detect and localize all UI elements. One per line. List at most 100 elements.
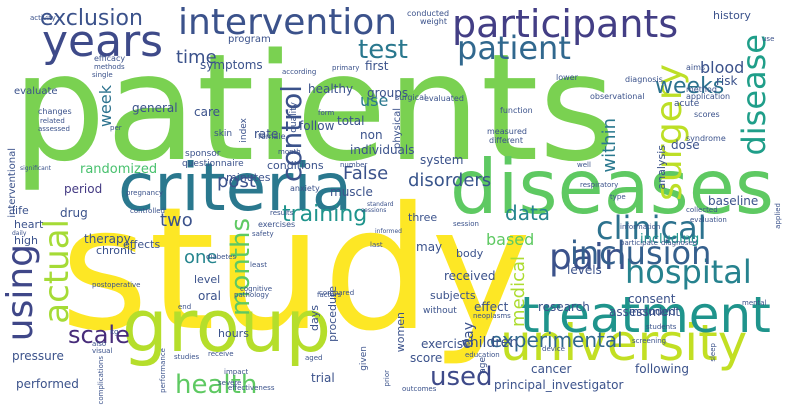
word-exercises: exercises [258,220,296,229]
word-sleep: sleep [709,343,717,362]
word-levels: levels [567,263,602,277]
word-disorders: disorders [408,170,492,191]
word-anxiety: anxiety [290,184,320,193]
word-effect: effect [474,300,509,314]
word-weight: weight [420,17,447,26]
word-performance: performance [159,348,167,393]
word-therapy: therapy [84,232,131,246]
word-efficacy: efficacy [94,54,126,63]
word-month: month [278,148,301,156]
word-exercise: exercise [421,337,471,351]
word-received: received [444,269,496,283]
word-within: within [599,118,620,173]
word-method: method [686,85,717,94]
word-standard: standard [367,201,394,208]
word-patient: patient [457,29,571,67]
word-baseline: baseline [708,194,759,208]
word-total: total [337,114,365,128]
word-scores: scores [694,110,720,119]
word-significant: significant [20,165,51,172]
word-compared: compared [319,289,355,297]
word-rate: rate [254,127,279,141]
word-muscle: muscle [330,185,373,199]
word-pregnancy: pregnancy [126,189,164,197]
word-health: health [175,370,258,400]
word-well: well [577,161,591,169]
word-days: days [308,305,321,331]
word-false: False [343,163,389,184]
word-aged: aged [305,354,323,362]
word-weeks: weeks [655,74,725,99]
word-group: group [122,284,332,368]
word-post: post [217,171,256,192]
word-daily: daily [12,230,27,237]
word-inclusion: inclusion [570,234,712,272]
word-may: may [416,240,443,254]
word-study: study [60,171,532,369]
word-data: data [505,201,551,225]
word-experimental: experimental [490,328,623,352]
word-results: results [270,209,294,217]
word-university: university [500,314,748,372]
word-according: according [282,68,317,76]
word-studies: studies [174,353,200,361]
word-kg: kg [110,328,119,336]
word-program: program [228,34,271,45]
word-week: week [96,85,115,128]
word-type: type [610,193,626,201]
word-patients: patients [12,22,616,194]
word-risk: risk [716,74,738,88]
word-heart: heart [14,218,44,231]
word-also: also [92,340,107,348]
word-effects: effects [123,238,161,251]
word-trial: trial [311,371,335,385]
word-prior: prior [383,370,391,387]
word-principal-investigator: principal_investigator [494,378,624,392]
word-symptoms: symptoms [200,58,263,72]
word-evaluation: evaluation [690,216,727,224]
word-pathology: pathology [234,291,270,299]
word-non: non [360,128,383,142]
word-quality: quality [289,102,299,133]
word-analysis: analysis [655,145,668,190]
word-diagnosis: diagnosis [625,75,663,84]
word-evaluated: evaluated [424,94,464,103]
word-female: female [258,132,286,141]
word-informed: informed [375,228,402,235]
word-training: training [282,202,368,227]
word-based: based [486,230,535,249]
word-pressure: pressure [12,349,64,363]
word-used: used [430,362,493,392]
word-effectiveness: effectiveness [228,384,275,392]
word-diabetes: diabetes [206,253,237,261]
word-collected: collected [686,206,718,214]
word-dose: dose [671,138,700,152]
word-per: per [110,124,122,132]
word-healthy: healthy [308,82,354,96]
word-evaluate: evaluate [14,86,58,97]
word-index: index [239,118,249,143]
word-primary: primary [332,64,360,72]
word-conducted: conducted [407,9,450,18]
word-assessed: assessed [38,125,70,133]
word-clinical: clinical [596,209,707,247]
word-device: device [542,345,565,353]
word-oral: oral [198,289,221,303]
word-test: test [358,35,408,65]
word-education: education [465,351,500,359]
word-observational: observational [590,92,645,101]
word-blood: blood [700,58,745,77]
word-form: form [318,109,335,117]
word-last: last [370,241,383,249]
word-hours: hours [218,327,249,340]
word-information: information [620,223,661,231]
word-assessment: assessment [609,305,681,319]
word-neoplasms: neoplasms [473,312,511,320]
word-interventional: interventional [7,148,18,218]
word-level: level [194,273,221,286]
word-methods: methods [94,63,125,71]
word-criteria: criteria [118,149,353,226]
word-individuals: individuals [350,143,415,157]
word-years: years [42,16,164,67]
